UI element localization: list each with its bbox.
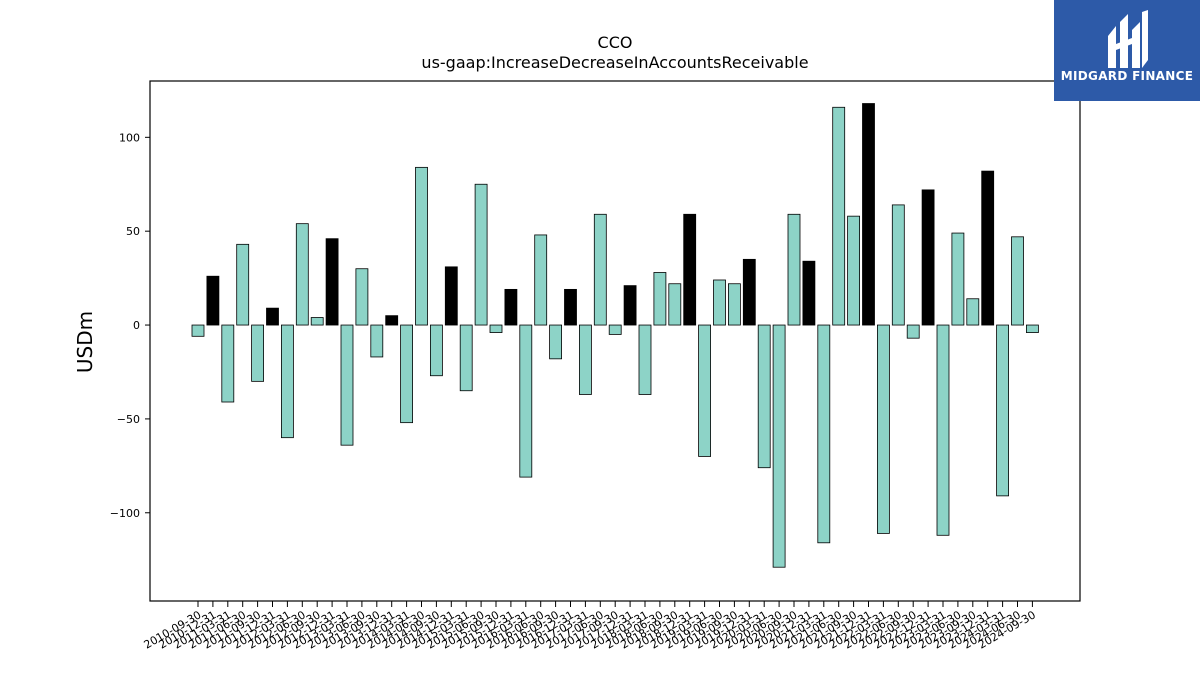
bar-2016-06-30	[534, 234, 548, 326]
bar-2016-03-31	[519, 324, 533, 478]
bar-2020-06-30	[772, 324, 786, 568]
bar-2019-09-30	[728, 283, 741, 326]
bar-2017-12-31	[623, 285, 637, 326]
y-tick-label: 100	[119, 131, 140, 144]
bar-2022-09-30	[906, 324, 920, 339]
bar-2011-06-30	[236, 243, 250, 326]
bar-2023-12-31	[981, 170, 995, 326]
bar-2021-06-30	[832, 106, 846, 326]
bar-2013-03-31	[340, 324, 354, 446]
bar-2021-12-31	[862, 103, 875, 326]
bar-2017-06-30	[593, 213, 607, 326]
bar-2013-09-30	[370, 324, 384, 358]
bar-2018-03-31	[638, 324, 652, 395]
brand-logo: MIDGARD FINANCE	[1054, 0, 1200, 101]
bar-2019-06-30	[713, 279, 726, 326]
bar-2011-09-30	[251, 324, 265, 382]
bar-2010-12-31	[206, 275, 220, 326]
bar-2010-09-30	[191, 324, 205, 337]
bar-2012-03-31	[280, 324, 294, 439]
y-axis-label: USDm	[73, 311, 97, 373]
bar-2013-06-30	[355, 268, 369, 326]
bar-2020-12-31	[802, 260, 816, 326]
bar-2022-06-30	[891, 204, 905, 326]
bar-2015-09-30	[489, 324, 503, 333]
chart-subtitle: us-gaap:IncreaseDecreaseInAccountsReceiv…	[421, 53, 808, 72]
y-axis-ticks: −100 −50 0 50 100	[110, 131, 150, 520]
bar-2021-03-31	[817, 324, 831, 544]
bars-group	[191, 103, 1039, 568]
y-tick-label: 0	[133, 319, 140, 332]
bar-2016-09-30	[549, 324, 562, 360]
bar-2017-09-30	[608, 324, 622, 335]
bar-2019-12-31	[742, 258, 756, 326]
bar-2024-09-30	[1026, 324, 1039, 333]
bar-2015-06-30	[474, 183, 488, 326]
bar-2015-03-31	[459, 324, 473, 392]
chart-title: CCO	[598, 33, 633, 52]
bar-2015-12-31	[504, 288, 518, 326]
bar-2023-06-30	[951, 232, 965, 326]
bar-2018-06-30	[653, 272, 667, 326]
x-axis-ticks: 2010-09-302010-12-312011-03-312011-06-30…	[142, 601, 1038, 652]
bar-2012-09-30	[310, 317, 324, 326]
y-tick-label: −100	[110, 507, 140, 520]
bar-2012-06-30	[295, 223, 309, 326]
bar-2017-03-31	[579, 324, 592, 395]
bar-2023-09-30	[966, 298, 980, 326]
bar-2014-12-31	[444, 266, 458, 326]
bar-2011-12-31	[266, 307, 279, 326]
bar-2022-12-31	[921, 189, 935, 326]
bar-2024-03-31	[996, 324, 1009, 497]
bar-2011-03-31	[221, 324, 235, 403]
bar-2012-12-31	[325, 238, 339, 326]
bar-2018-09-30	[668, 283, 682, 326]
bar-2020-03-31	[757, 324, 771, 469]
bar-2024-06-30	[1011, 236, 1024, 326]
midgard-logo-icon	[1108, 10, 1148, 68]
bar-2023-03-31	[936, 324, 950, 536]
bar-2014-03-31	[400, 324, 414, 424]
bar-2022-03-31	[877, 324, 890, 534]
bar-2018-12-31	[683, 213, 697, 326]
bar-2016-12-31	[564, 288, 577, 326]
y-tick-label: 50	[126, 225, 140, 238]
bar-2020-09-30	[787, 213, 801, 326]
plot-frame	[149, 80, 1081, 602]
brand-name: MIDGARD FINANCE	[1060, 69, 1194, 83]
bar-2021-09-30	[847, 215, 860, 326]
bar-2019-03-31	[698, 324, 711, 457]
bar-2014-09-30	[429, 324, 443, 377]
bar-2013-12-31	[385, 315, 399, 326]
y-tick-label: −50	[117, 413, 140, 426]
bar-2014-06-30	[415, 166, 428, 326]
